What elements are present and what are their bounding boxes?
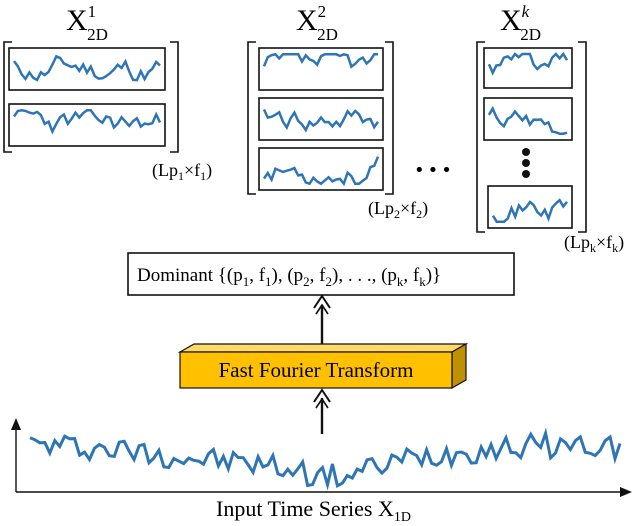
- group2-left-bracket: [247, 41, 256, 195]
- horizontal-ellipsis: •••: [414, 160, 455, 181]
- fft-face: [179, 351, 453, 389]
- groupk-dims: (Lpk×fk): [564, 232, 624, 255]
- group2-segment-3: [258, 147, 384, 191]
- groupk-signal-1: [487, 51, 569, 76]
- groupk-title: Xk 2D: [500, 2, 541, 44]
- dominant-label: Dominant {(p1, f1), (p2, f2), . . ., (pk…: [137, 265, 441, 289]
- vertical-ellipsis: [522, 148, 530, 178]
- group1-left-bracket: [3, 41, 12, 153]
- arrow-input-to-fft: [313, 388, 331, 434]
- group1-signal-2: [12, 109, 162, 135]
- groupk-segment-1: [483, 47, 573, 89]
- group2-title: X2 2D: [296, 2, 338, 44]
- groupk-signal-3: [491, 198, 568, 223]
- fft-block: Fast Fourier Transform: [177, 342, 469, 390]
- input-axes: [11, 418, 632, 497]
- fft-label: Fast Fourier Transform: [219, 358, 414, 382]
- dominant-box: [127, 252, 515, 296]
- group2-segment-2: [258, 97, 384, 141]
- group2-segment-1: [258, 47, 384, 91]
- groupk-right-bracket: [578, 41, 587, 233]
- input-label: Input Time Series X1D: [216, 496, 411, 525]
- group2-signal-2: [262, 108, 380, 133]
- fft-top: [177, 343, 469, 353]
- fft-side: [451, 342, 467, 390]
- group1-dims: (Lp1×f1): [152, 160, 212, 183]
- groupk-signal-2: [487, 105, 568, 135]
- group1-segment-2: [8, 103, 166, 147]
- group2-dims: (Lp2×f2): [368, 198, 428, 221]
- group1-segment-1: [8, 47, 166, 91]
- input-signal: [29, 427, 622, 491]
- group2-right-bracket: [385, 41, 394, 195]
- group2-signal-3: [262, 156, 380, 187]
- groupk-segment-3: [487, 185, 573, 229]
- groupk-left-bracket: [476, 41, 485, 233]
- group2-signal-1: [262, 52, 378, 69]
- groupk-segment-2: [483, 97, 573, 141]
- group1-title: X1 2D: [66, 2, 108, 44]
- group1-right-bracket: [170, 41, 179, 153]
- group1-signal-1: [12, 54, 161, 82]
- arrow-fft-to-dominant: [313, 294, 331, 344]
